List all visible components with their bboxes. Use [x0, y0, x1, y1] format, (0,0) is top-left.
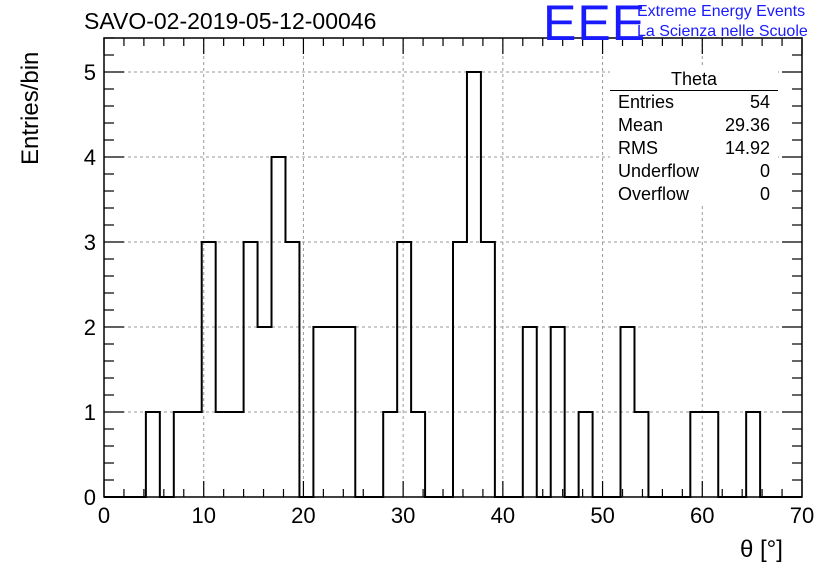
stats-row-mean: Mean 29.36	[610, 114, 778, 137]
x-tick-label: 50	[590, 503, 614, 528]
x-tick-label: 0	[98, 503, 110, 528]
y-tick-label: 2	[84, 315, 96, 340]
x-tick-label: 70	[790, 503, 814, 528]
y-tick-label: 4	[84, 145, 96, 170]
stats-row-rms: RMS 14.92	[610, 137, 778, 160]
stats-label: Entries	[618, 92, 675, 112]
stats-value: 29.36	[724, 115, 770, 135]
stats-box: Theta Entries 54 Mean 29.36 RMS 14.92 Un…	[610, 68, 778, 206]
stats-row-underflow: Underflow 0	[610, 160, 778, 183]
x-tick-label: 10	[191, 503, 215, 528]
x-tick-label: 30	[391, 503, 415, 528]
stats-title: Theta	[610, 68, 778, 91]
stats-label: Overflow	[618, 184, 690, 204]
x-axis-label: θ [°]	[740, 536, 783, 563]
y-axis-label: Entries/bin	[17, 51, 44, 165]
logo-line-2: La Scienza nelle Scuole	[637, 23, 808, 40]
y-tick-label: 1	[84, 400, 96, 425]
stats-value: 0	[759, 184, 770, 204]
logo-line-1: Extreme Energy Events	[637, 3, 806, 20]
x-tick-label: 40	[491, 503, 515, 528]
stats-label: Mean	[618, 115, 664, 135]
stats-label: Underflow	[618, 161, 700, 181]
stats-label: RMS	[618, 138, 658, 158]
plot-frame	[103, 37, 803, 498]
stats-value: 14.92	[724, 138, 770, 158]
y-tick-label: 0	[84, 485, 96, 510]
stats-row-overflow: Overflow 0	[610, 183, 778, 206]
x-tick-label: 20	[291, 503, 315, 528]
chart-title: SAVO-02-2019-05-12-00046	[84, 8, 377, 34]
eee-logo: EEE	[543, 0, 647, 51]
stats-value: 54	[749, 92, 770, 112]
stats-value: 0	[759, 161, 770, 181]
y-tick-label: 5	[84, 60, 96, 85]
stats-row-entries: Entries 54	[610, 91, 778, 114]
y-tick-label: 3	[84, 230, 96, 255]
x-tick-label: 60	[690, 503, 714, 528]
